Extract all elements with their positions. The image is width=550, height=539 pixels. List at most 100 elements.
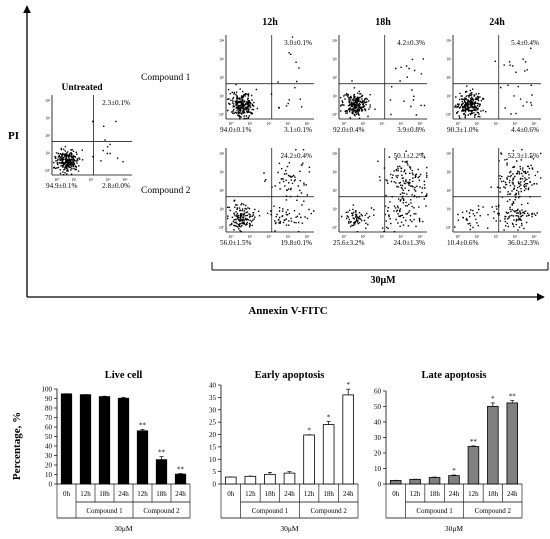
annexin-axis-label: Annexin V-FITC xyxy=(248,305,327,317)
y-tick-label: 100 xyxy=(42,386,53,394)
category-label: 24h xyxy=(507,490,518,498)
bar xyxy=(303,434,315,485)
y-tick-label: 10⁰ xyxy=(446,226,452,230)
significance-mark: * xyxy=(452,467,456,475)
y-tick-label: 40 xyxy=(374,419,382,427)
event-dots xyxy=(454,47,533,119)
chart-title: Live cell xyxy=(105,370,143,381)
pi-axis-label: PI xyxy=(8,130,19,142)
y-tick-label: 10⁴ xyxy=(219,39,225,43)
x-tick-label: 10⁰ xyxy=(455,122,461,126)
y-tick-label: 10³ xyxy=(446,58,452,62)
x-tick-label: 10⁴ xyxy=(532,122,538,126)
bar xyxy=(136,430,149,485)
category-label: 24h xyxy=(284,490,295,498)
category-label: 24h xyxy=(118,490,129,498)
y-tick-label: 10² xyxy=(446,76,451,80)
x-tick-label: 10⁰ xyxy=(54,178,60,182)
y-tick-label: 80 xyxy=(45,405,53,413)
y-tick-label: 30 xyxy=(45,452,53,460)
significance-mark: ** xyxy=(177,466,185,474)
x-tick-label: 10³ xyxy=(106,178,112,182)
y-tick-label: 50 xyxy=(45,433,53,441)
category-label: 18h xyxy=(323,490,334,498)
compound-row-label: Compound 2 xyxy=(141,186,191,196)
y-tick-label: 10⁰ xyxy=(45,169,51,173)
y-tick-label: 15 xyxy=(209,443,217,451)
y-tick-label: 30 xyxy=(374,434,382,442)
significance-mark: * xyxy=(307,427,311,435)
y-tick-label: 10¹ xyxy=(45,152,50,156)
significance-mark: ** xyxy=(509,393,517,401)
y-tick-label: 10¹ xyxy=(219,95,224,99)
category-label: 18h xyxy=(156,490,167,498)
x-tick-label: 10⁴ xyxy=(305,235,311,239)
bar-concentration: 30μM xyxy=(114,524,133,533)
x-tick-label: 10⁴ xyxy=(123,178,129,182)
y-tick-label: 10³ xyxy=(332,171,338,175)
q2-percent: 5.4±0.4% xyxy=(511,39,539,47)
q3-percent: 56.0±1.5% xyxy=(220,239,252,247)
x-tick-label: 10⁰ xyxy=(341,122,347,126)
flow-panel: 10⁰ 10⁰ 10¹ 10¹ 10² 10² 10³ 10³ 10⁴ 10⁴ 2.3±0.1% 94… xyxy=(45,95,132,190)
x-tick-label: 10¹ xyxy=(72,178,77,182)
bar xyxy=(60,393,73,485)
bar xyxy=(389,480,402,485)
x-tick-label: 10⁴ xyxy=(418,122,424,126)
y-tick-label: 25 xyxy=(209,419,217,427)
x-tick-label: 10³ xyxy=(513,235,519,239)
y-tick-label: 10² xyxy=(446,189,451,193)
y-tick-label: 20 xyxy=(374,450,382,458)
category-label: 12h xyxy=(468,490,479,498)
y-tick-label: 30 xyxy=(209,406,217,414)
group-label: Compound 2 xyxy=(143,507,180,515)
flow-panel: 10⁰ 10⁰ 10¹ 10¹ 10² 10² 10³ 10³ 10⁴ 10⁴ 50.1±2.2% 2… xyxy=(332,148,428,247)
q4-percent: 3.9±0.8% xyxy=(397,126,425,134)
y-tick-label: 10⁴ xyxy=(332,152,338,156)
q4-percent: 3.1±0.1% xyxy=(284,126,312,134)
bar xyxy=(428,477,441,485)
significance-mark: * xyxy=(346,381,350,389)
y-tick-label: 5 xyxy=(213,468,217,476)
x-tick-label: 10⁴ xyxy=(532,235,538,239)
category-label: 24h xyxy=(175,490,186,498)
y-tick-label: 50 xyxy=(374,403,382,411)
x-tick-label: 10² xyxy=(380,235,385,239)
y-tick-label: 20 xyxy=(209,431,217,439)
bar-charts: Percentage, %Live cell010203040506070809… xyxy=(11,370,523,533)
x-tick-label: 10² xyxy=(494,122,499,126)
bar xyxy=(409,478,421,485)
q2-percent: 2.3±0.1% xyxy=(102,99,130,107)
flow-panel: 10⁰ 10⁰ 10¹ 10¹ 10² 10² 10³ 10³ 10⁴ 10⁴ 3.0±0.1% 94… xyxy=(219,35,314,134)
y-tick-label: 10⁴ xyxy=(446,39,452,43)
y-tick-label: 10⁴ xyxy=(219,152,225,156)
y-tick-label: 60 xyxy=(45,424,53,432)
q4-percent: 19.8±0.1% xyxy=(281,239,313,247)
y-tick-label: 40 xyxy=(45,443,53,451)
y-tick-label: 10⁴ xyxy=(332,39,338,43)
x-tick-label: 10⁰ xyxy=(228,235,234,239)
y-tick-label: 10¹ xyxy=(332,95,337,99)
x-tick-label: 10² xyxy=(267,122,272,126)
event-dots xyxy=(341,150,428,233)
significance-mark: ** xyxy=(158,449,166,457)
chart-title: Early apoptosis xyxy=(255,370,325,381)
bar xyxy=(244,475,257,485)
bar xyxy=(487,405,499,485)
event-dots xyxy=(454,149,542,231)
group-label: Compound 1 xyxy=(252,507,289,515)
bar xyxy=(322,424,335,485)
group-label: Compound 2 xyxy=(310,507,347,515)
x-tick-label: 10³ xyxy=(286,122,292,126)
y-tick-label: 10⁰ xyxy=(219,226,225,230)
y-tick-label: 10¹ xyxy=(332,208,337,212)
bar xyxy=(342,394,354,485)
x-tick-label: 10¹ xyxy=(248,235,253,239)
category-label: 18h xyxy=(488,490,499,498)
x-tick-label: 10¹ xyxy=(248,122,253,126)
q4-percent: 4.4±0.6% xyxy=(511,126,539,134)
y-tick-label: 10³ xyxy=(446,171,452,175)
category-label: 12h xyxy=(137,490,148,498)
q2-percent: 52.3±1.5% xyxy=(508,152,540,160)
x-tick-label: 10¹ xyxy=(475,235,480,239)
